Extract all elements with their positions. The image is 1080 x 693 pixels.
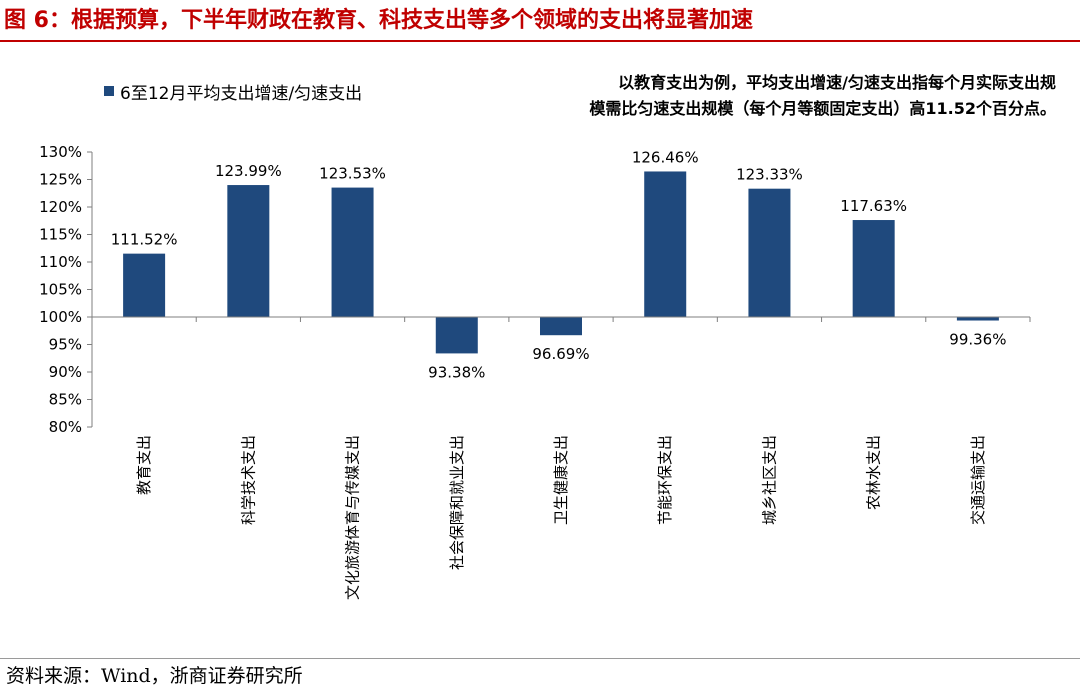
y-tick-label: 80% [49, 418, 82, 436]
legend-swatch [104, 86, 114, 96]
category-label: 卫生健康支出 [552, 435, 570, 525]
footer-divider [0, 658, 1080, 659]
bar [435, 317, 478, 354]
y-tick-label: 110% [39, 253, 82, 271]
data-label: 111.52% [111, 231, 178, 249]
title-underline [0, 40, 1080, 42]
figure-title: 图 6：根据预算，下半年财政在教育、科技支出等多个领域的支出将显著加速 [4, 8, 753, 33]
category-label: 教育支出 [135, 435, 153, 495]
bar-chart: 80% 85% 90% 95% 100% 105% 110% 115% 120% 125% 130%… [39, 143, 1031, 600]
chart-legend: 6至12月平均支出增速/匀速支出 [104, 80, 363, 104]
category-label: 城乡社区支出 [760, 435, 778, 525]
data-label: 96.69% [532, 345, 589, 363]
y-tick-label: 120% [39, 198, 82, 216]
note-line-1: 以教育支出为例，平均支出增速/匀速支出指每个月实际支出规 [618, 73, 1056, 92]
y-tick-label: 105% [39, 281, 82, 299]
data-label: 117.63% [840, 197, 907, 215]
y-tick-label: 115% [39, 226, 82, 244]
note-line-2: 模需比匀速支出规模（每个月等额固定支出）高11.52个百分点。 [589, 99, 1056, 118]
category-label: 科学技术支出 [239, 435, 257, 525]
legend-label: 6至12月平均支出增速/匀速支出 [120, 83, 363, 104]
category-label: 社会保障和就业支出 [448, 435, 466, 570]
category-label: 农林水支出 [865, 435, 883, 510]
data-label: 123.99% [215, 162, 282, 180]
bar [852, 220, 895, 317]
data-label: 123.53% [319, 165, 386, 183]
bar [956, 317, 999, 321]
y-tick-label: 130% [39, 143, 82, 161]
y-tick-label: 125% [39, 171, 82, 189]
data-label: 126.46% [632, 148, 699, 166]
data-label: 123.33% [736, 166, 803, 184]
category-label: 交通运输支出 [969, 435, 987, 525]
data-label: 93.38% [428, 363, 485, 381]
bar [123, 253, 166, 317]
chart-note: 以教育支出为例，平均支出增速/匀速支出指每个月实际支出规 模需比匀速支出规模（每… [456, 70, 1056, 122]
data-label: 99.36% [949, 331, 1006, 349]
bar [644, 171, 687, 317]
bar [227, 185, 270, 317]
y-tick-label: 85% [49, 391, 82, 409]
category-label: 文化旅游体育与传媒支出 [344, 435, 362, 600]
y-tick-label: 95% [49, 336, 82, 354]
y-tick-label: 100% [39, 308, 82, 326]
y-tick-label: 90% [49, 363, 82, 381]
bar [331, 187, 374, 317]
bar [540, 317, 582, 336]
source-note: 资料来源：Wind，浙商证券研究所 [6, 665, 303, 687]
bar [748, 188, 791, 317]
category-label: 节能环保支出 [656, 435, 674, 525]
